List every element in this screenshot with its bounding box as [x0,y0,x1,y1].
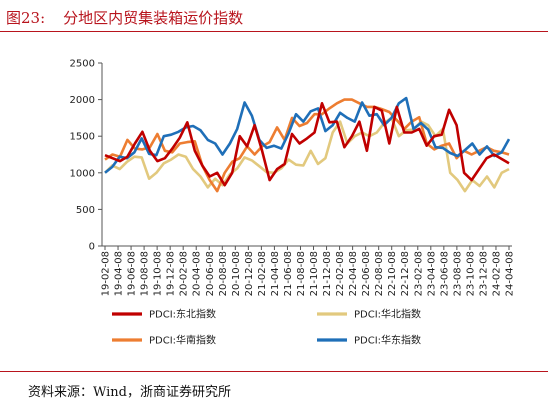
x-tick-label: 23-04-08 [426,251,437,296]
y-tick-label: 2500 [70,59,95,70]
source-divider [0,371,548,372]
series-line-1 [104,102,510,187]
x-tick-label: 21-02-08 [257,251,268,296]
x-tick-label: 19-04-08 [114,251,125,296]
x-tick-label: 20-10-08 [231,251,242,296]
x-tick-label: 23-06-08 [439,251,450,296]
title-divider [0,31,548,32]
x-tick-label: 21-08-08 [296,251,307,296]
legend-label-1: PDCI:东北指数 [149,308,216,321]
legend-label-3: PDCI:华南指数 [149,334,216,347]
x-tick-label: 20-06-08 [205,251,216,296]
x-tick-label: 20-08-08 [218,251,229,296]
x-tick-label: 19-06-08 [127,251,138,296]
series-line-2 [104,116,510,193]
x-tick-label: 23-08-08 [452,251,463,296]
legend-label-4: PDCI:华东指数 [354,334,421,347]
x-tick-label: 21-10-08 [309,251,320,296]
legend-label-2: PDCI:华北指数 [354,308,421,321]
y-tick-label: 1500 [70,132,95,143]
x-tick-label: 19-12-08 [166,251,177,296]
x-tick-label: 19-02-08 [101,251,112,296]
x-tick-label: 20-04-08 [192,251,203,296]
x-tick-label: 22-10-08 [387,251,398,296]
y-tick-label: 2000 [70,95,95,106]
x-tick-label: 22-04-08 [348,251,359,296]
figure-number: 图23: [6,8,46,27]
x-tick-label: 20-12-08 [244,251,255,296]
x-tick-label: 20-02-08 [179,251,190,296]
x-tick-label: 23-10-08 [465,251,476,296]
x-tick-label: 22-12-08 [400,251,411,296]
x-tick-label: 21-06-08 [283,251,294,296]
series-line-3 [104,98,510,193]
x-tick-label: 23-12-08 [478,251,489,296]
x-tick-label: 19-08-08 [140,251,151,296]
figure-header: 图23: 分地区内贸集装箱运价指数 [6,5,542,29]
x-tick-label: 21-04-08 [270,251,281,296]
figure-title: 分地区内贸集装箱运价指数 [63,8,244,27]
x-tick-label: 23-02-08 [413,251,424,296]
x-tick-label: 24-02-08 [491,251,502,296]
x-tick-label: 21-12-08 [322,251,333,296]
x-tick-label: 24-04-08 [505,251,516,296]
x-tick-label: 22-06-08 [361,251,372,296]
y-tick-label: 500 [76,205,95,216]
series-line-4 [104,96,511,174]
y-tick-label: 1000 [70,168,95,179]
y-tick-label: 0 [89,242,95,253]
x-tick-label: 19-10-08 [153,251,164,296]
x-tick-label: 22-08-08 [374,251,385,296]
x-tick-label: 22-02-08 [335,251,346,296]
source-note: 资料来源：Wind，浙商证券研究所 [28,385,231,400]
